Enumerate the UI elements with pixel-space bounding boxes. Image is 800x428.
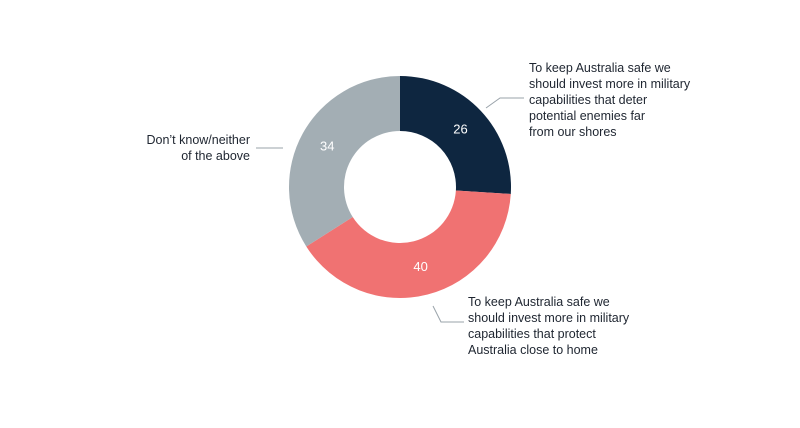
slice-deter: [400, 76, 511, 194]
callout-leader-lines: [256, 97, 524, 323]
donut-slices: [289, 76, 511, 299]
callout-dontknow-line: of the above: [181, 149, 250, 163]
callout-protect-line: capabilities that protect: [468, 327, 596, 341]
leader-line-protect: [432, 305, 464, 323]
callout-dontknow-line: Don’t know/neither: [146, 133, 250, 147]
slice-protect: [306, 190, 511, 299]
slice-value-labels: 26 40 34: [320, 122, 468, 274]
callout-dontknow: Don’t know/neither of the above: [110, 132, 250, 164]
callout-protect: To keep Australia safe we should invest …: [468, 294, 629, 358]
callout-protect-line: Australia close to home: [468, 343, 598, 357]
callout-deter: To keep Australia safe we should invest …: [529, 60, 690, 140]
callout-deter-line: To keep Australia safe we: [529, 61, 671, 75]
slice-value-protect: 40: [413, 259, 427, 274]
leader-line-deter: [485, 97, 524, 109]
callout-deter-line: should invest more in military: [529, 77, 691, 91]
callout-deter-line: potential enemies far: [529, 109, 646, 123]
callout-deter-line: from our shores: [529, 125, 617, 139]
callout-protect-line: To keep Australia safe we: [468, 295, 610, 309]
slice-dontknow: [289, 76, 400, 247]
slice-value-dontknow: 34: [320, 138, 334, 153]
callout-deter-line: capabilities that deter: [529, 93, 648, 107]
slice-value-deter: 26: [453, 122, 467, 137]
callout-protect-line: should invest more in military: [468, 311, 630, 325]
